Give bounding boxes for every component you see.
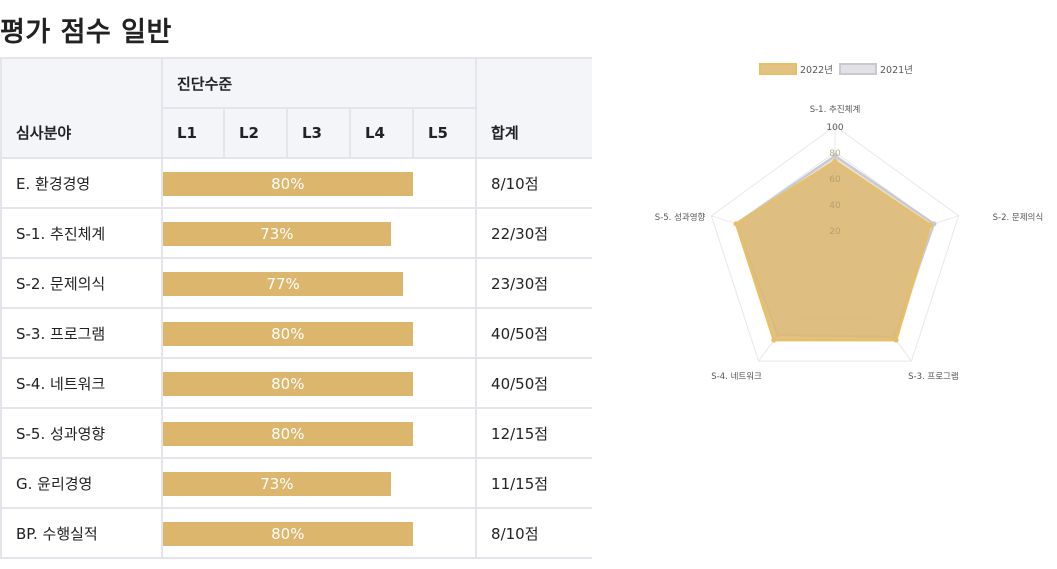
score-table-container: 심사분야 진단수준 합계 L1 L2 L3 L4 L5 E. 환경경영 80% 8/…	[0, 57, 592, 569]
radar-point	[733, 221, 739, 227]
table-row: S-3. 프로그램 80% 40/50점	[0, 307, 592, 359]
radar-axis-label: S-5. 성과영향	[655, 212, 706, 223]
header-area: 심사분야	[0, 57, 163, 159]
level-header: L4	[349, 107, 414, 159]
level-header: L1	[161, 107, 225, 159]
level-bar-cell: 77%	[160, 257, 478, 309]
row-area: S-2. 문제의식	[0, 257, 163, 309]
page-title: 평가 점수 일반	[0, 17, 172, 48]
level-bar-cell: 80%	[160, 307, 478, 359]
radar-tick-label: 40	[829, 201, 841, 211]
legend-swatch	[839, 63, 877, 75]
radar-chart: 20 40 60 80 100 S-1. 추진체계 S-2. 문제의식 S-3. 프로그램 S-…	[600, 56, 1057, 436]
radar-tick-label: 100	[826, 123, 843, 133]
table-row: E. 환경경영 80% 8/10점	[0, 157, 592, 209]
level-bar: 80%	[163, 172, 413, 196]
row-area: S-1. 추진체계	[0, 207, 163, 259]
header-total: 합계	[475, 57, 592, 159]
row-total: 23/30점	[475, 257, 592, 309]
level-bar: 73%	[163, 222, 391, 246]
level-bar-cell: 73%	[160, 207, 478, 259]
row-area: S-3. 프로그램	[0, 307, 163, 359]
level-bar: 77%	[163, 272, 404, 296]
table-row: S-5. 성과영향 80% 12/15점	[0, 407, 592, 459]
radar-point	[893, 337, 899, 343]
level-bar-cell: 80%	[160, 357, 478, 409]
level-bar: 80%	[163, 322, 413, 346]
row-area: S-4. 네트워크	[0, 357, 163, 409]
header-level: 진단수준	[160, 57, 478, 109]
score-table-body: E. 환경경영 80% 8/10점 S-1. 추진체계 73% 22/30점 S-2. 문제…	[0, 157, 592, 559]
radar-axis-label: S-3. 프로그램	[908, 371, 959, 382]
radar-axis-label: S-2. 문제의식	[993, 212, 1044, 223]
row-total: 12/15점	[475, 407, 592, 459]
radar-point	[927, 222, 933, 228]
row-total: 8/10점	[475, 507, 592, 559]
level-bar-cell: 80%	[160, 157, 478, 209]
table-row: S-2. 문제의식 77% 23/30점	[0, 257, 592, 309]
legend-label: 2022년	[800, 65, 833, 76]
level-bar: 80%	[163, 522, 413, 546]
table-row: BP. 수행실적 80% 8/10점	[0, 507, 592, 559]
row-total: 11/15점	[475, 457, 592, 509]
radar-point	[832, 158, 838, 164]
radar-point	[832, 153, 838, 159]
table-row: S-4. 네트워크 80% 40/50점	[0, 357, 592, 409]
radar-series-area	[734, 159, 932, 342]
level-bar: 73%	[163, 472, 391, 496]
radar-axis-label: S-1. 추진체계	[810, 104, 861, 115]
row-area: G. 윤리경영	[0, 457, 163, 509]
level-header: L2	[223, 107, 288, 159]
level-header: L3	[286, 107, 351, 159]
table-row: G. 윤리경영 73% 11/15점	[0, 457, 592, 509]
row-area: BP. 수행실적	[0, 507, 163, 559]
radar-grid-ring	[710, 125, 960, 362]
level-bar-cell: 80%	[160, 507, 478, 559]
level-bar: 80%	[163, 422, 413, 446]
row-total: 40/50점	[475, 357, 592, 409]
row-total: 40/50점	[475, 307, 592, 359]
radar-tick-label: 80	[829, 149, 841, 159]
radar-chart-svg: 20 40 60 80 100 S-1. 추진체계 S-2. 문제의식 S-3. 프로그램 S-…	[655, 63, 1044, 382]
radar-tick-label: 60	[829, 175, 841, 185]
row-total: 22/30점	[475, 207, 592, 259]
legend-label: 2021년	[880, 65, 913, 76]
row-area: E. 환경경영	[0, 157, 163, 209]
score-table: 심사분야 진단수준 합계 L1 L2 L3 L4 L5 E. 환경경영 80% 8/…	[0, 57, 592, 559]
level-bar: 80%	[163, 372, 413, 396]
level-header: L5	[411, 107, 478, 159]
radar-tick-label: 20	[829, 227, 841, 237]
level-bar-cell: 73%	[160, 457, 478, 509]
radar-point	[771, 337, 777, 343]
legend-swatch	[759, 63, 797, 75]
row-area: S-5. 성과영향	[0, 407, 163, 459]
level-bar-cell: 80%	[160, 407, 478, 459]
radar-axis-label: S-4. 네트워크	[711, 372, 762, 382]
table-row: S-1. 추진체계 73% 22/30점	[0, 207, 592, 259]
row-total: 8/10점	[475, 157, 592, 209]
